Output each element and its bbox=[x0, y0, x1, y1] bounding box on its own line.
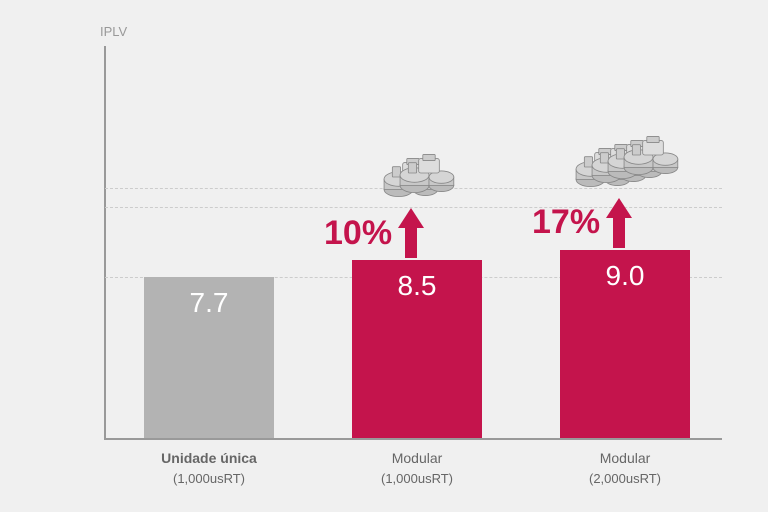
bar-value: 9.0 bbox=[560, 260, 690, 292]
category-label: Modular(1,000usRT) bbox=[322, 448, 512, 489]
bar: 8.5 bbox=[352, 260, 482, 438]
category-label: Modular(2,000usRT) bbox=[530, 448, 720, 489]
category-line2: (1,000usRT) bbox=[114, 469, 304, 489]
arrow-up-icon bbox=[398, 208, 424, 258]
bar: 7.7 bbox=[144, 277, 274, 438]
category-line2: (1,000usRT) bbox=[322, 469, 512, 489]
machine-icon bbox=[574, 144, 684, 190]
category-line2: (2,000usRT) bbox=[530, 469, 720, 489]
category-label: Unidade única(1,000usRT) bbox=[114, 448, 304, 489]
bar-value: 7.7 bbox=[144, 287, 274, 319]
category-line1: Unidade única bbox=[114, 448, 304, 469]
y-axis-label: IPLV bbox=[100, 24, 127, 39]
bar-value: 8.5 bbox=[352, 270, 482, 302]
y-axis bbox=[104, 46, 106, 438]
percent-callout: 10% bbox=[324, 208, 424, 258]
percent-callout: 17% bbox=[532, 198, 632, 248]
arrow-up-icon bbox=[606, 198, 632, 248]
x-axis bbox=[104, 438, 722, 440]
category-line1: Modular bbox=[530, 448, 720, 469]
bar: 9.0 bbox=[560, 250, 690, 438]
category-line1: Modular bbox=[322, 448, 512, 469]
callout-text: 17% bbox=[532, 203, 600, 242]
iplv-bar-chart: IPLV 7.7 8.5 10% 9.0 17% bbox=[0, 0, 768, 512]
machine-icon bbox=[382, 154, 460, 200]
callout-text: 10% bbox=[324, 214, 392, 253]
